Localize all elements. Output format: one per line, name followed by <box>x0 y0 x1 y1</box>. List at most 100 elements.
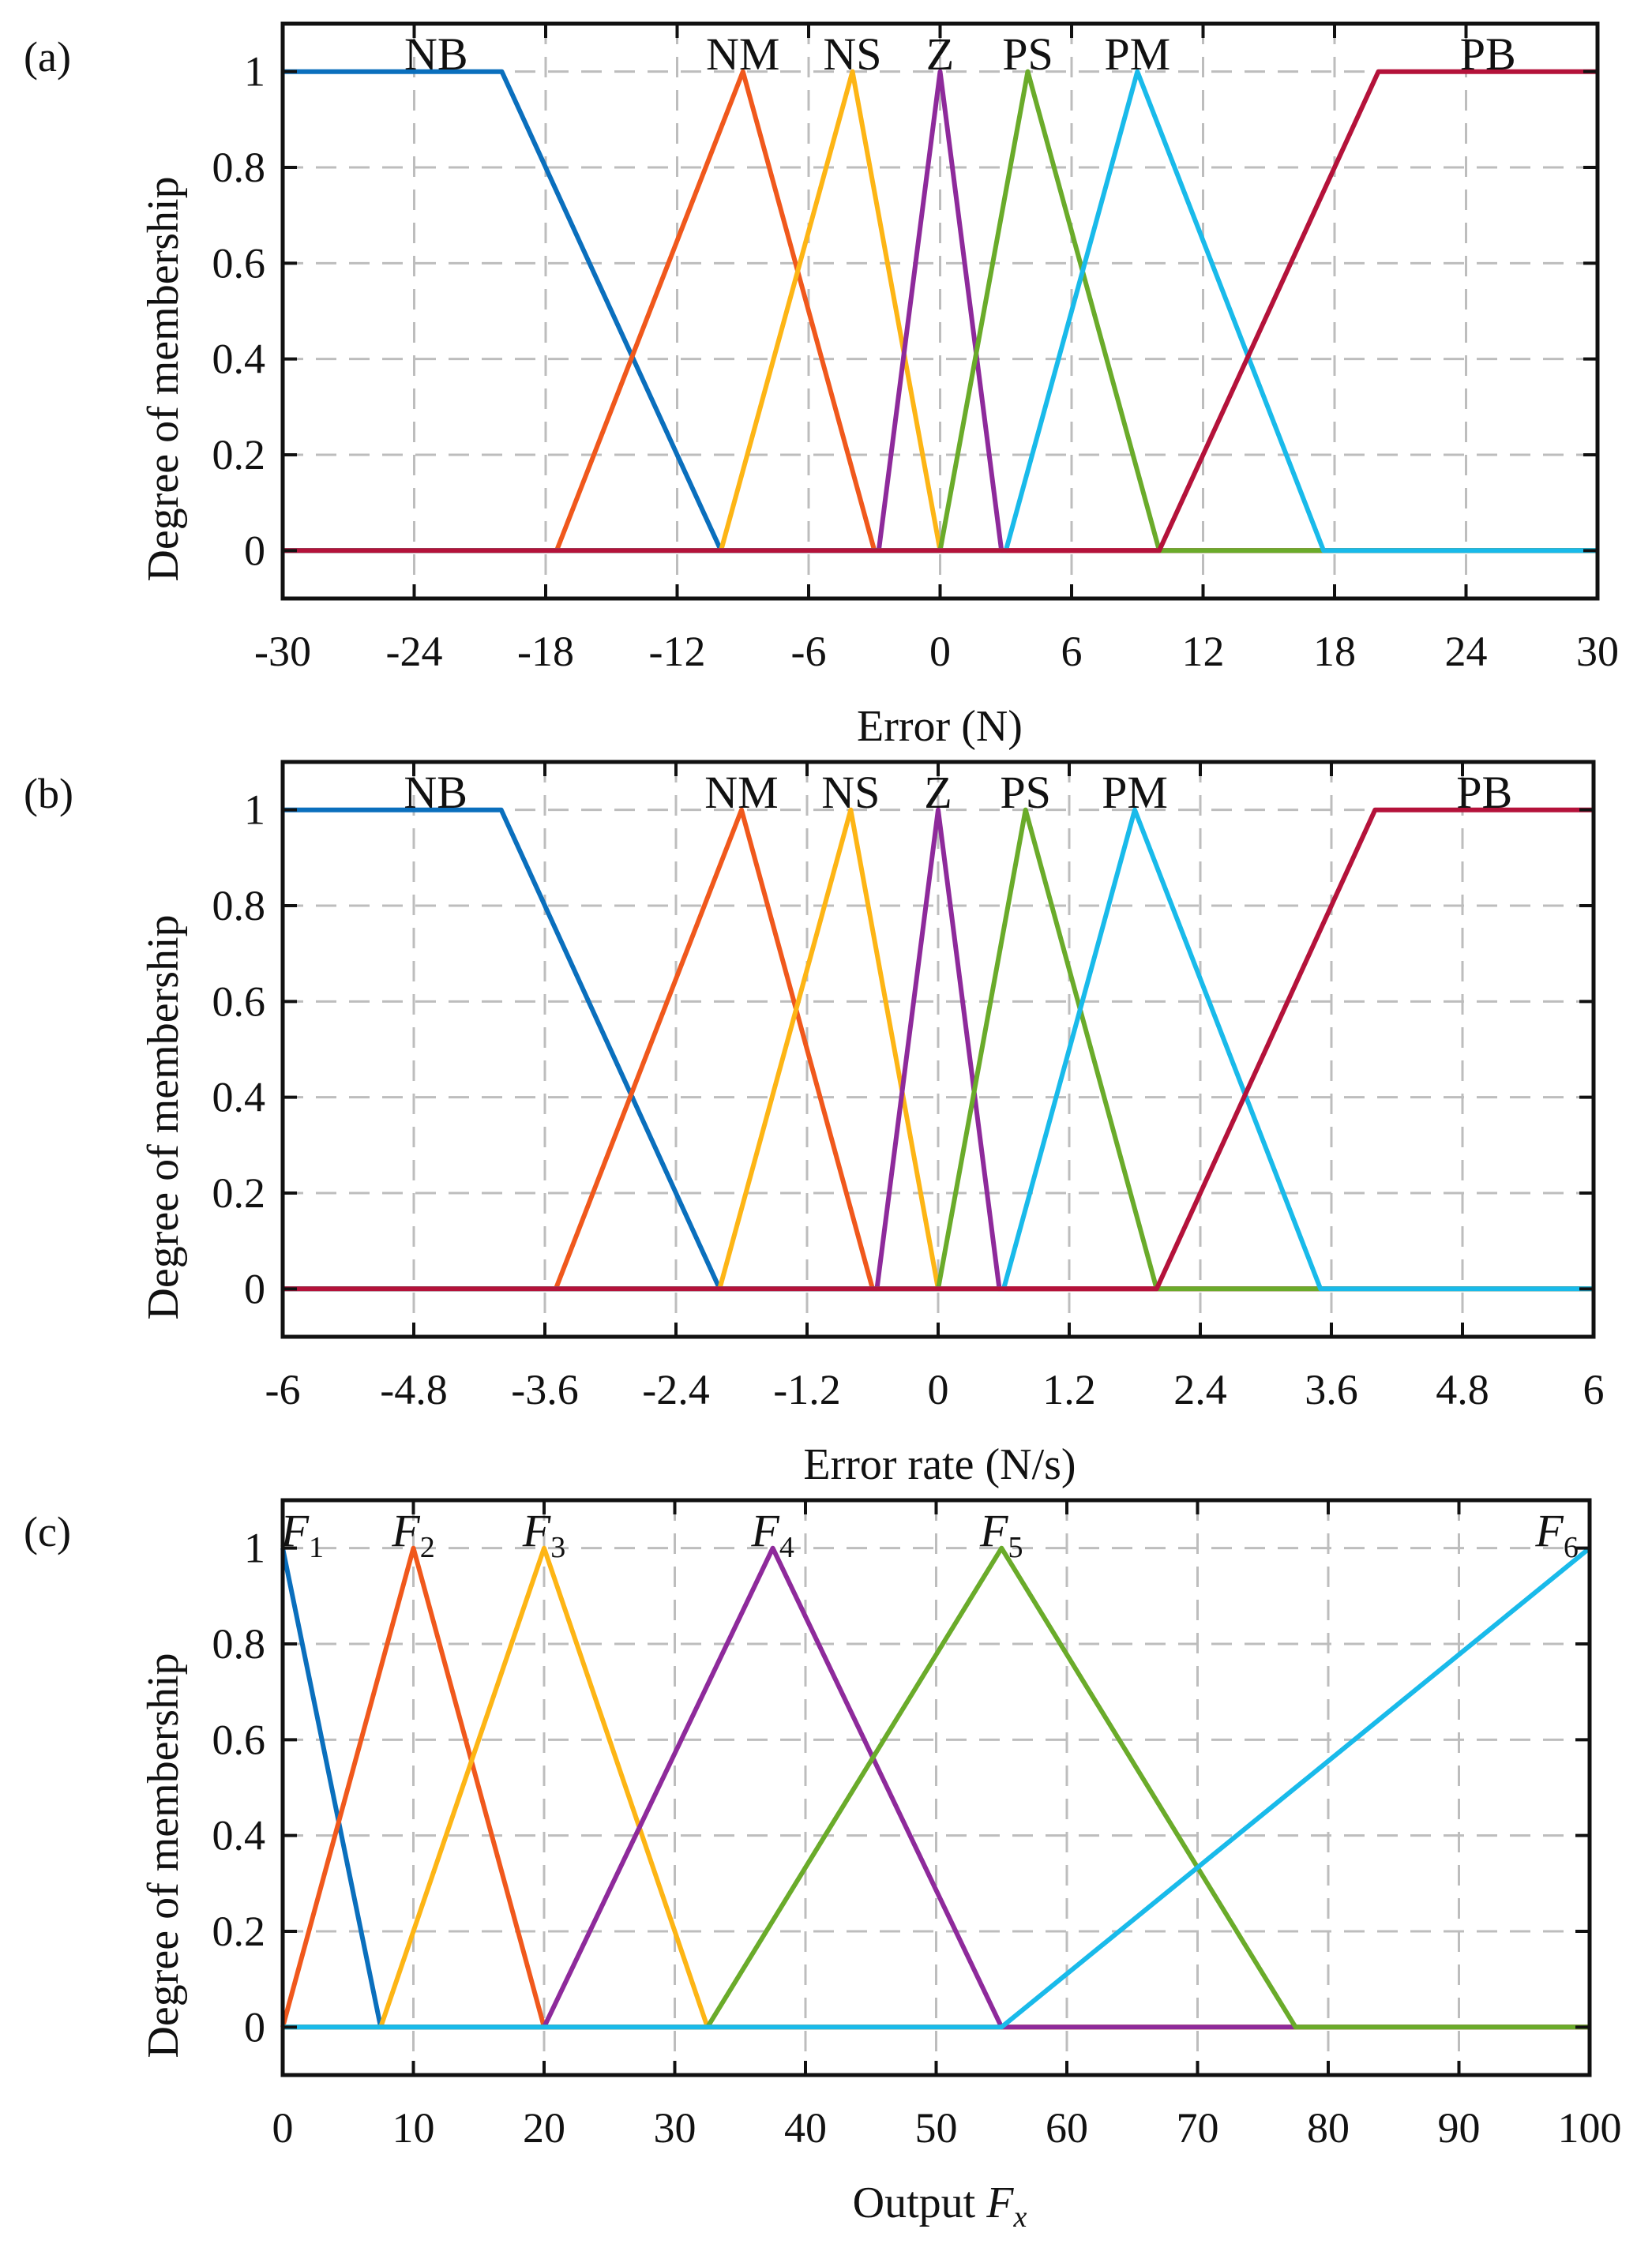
panel-c-mf-label-f1: F1 <box>280 1505 324 1564</box>
panel-c-lines <box>280 1545 1591 2030</box>
panel-b-label: (b) <box>24 770 73 817</box>
panel-a-lines <box>283 69 1598 553</box>
panel-c-mf-label-f5: F5 <box>979 1505 1023 1564</box>
panel-c-xtick-label: 0 <box>272 2104 294 2152</box>
panel-c-xtick-label: 50 <box>915 2104 958 2152</box>
panel-b-mf-label-pm: PM <box>1102 767 1168 818</box>
panel-c-xtick-label: 90 <box>1438 2104 1481 2152</box>
panel-b-xtick-label: -3.6 <box>511 1366 578 1413</box>
panel-c-xlabel: Output Fx <box>853 2178 1027 2234</box>
panel-a-mf-label-pb: PB <box>1460 28 1516 80</box>
panel-b-xlabel: Error rate (N/s) <box>803 1440 1076 1489</box>
panel-b-lines <box>283 807 1594 1292</box>
panel-b-xtick-label: 1.2 <box>1042 1366 1096 1413</box>
panel-c-ytick-label: 0.8 <box>212 1620 266 1668</box>
panel-a-ytick-label: 0.6 <box>212 239 266 287</box>
panel-b-mf-label-pb: PB <box>1456 767 1512 818</box>
panel-c-mf-label-f4: F4 <box>750 1505 794 1564</box>
panel-c-xtick-label: 20 <box>523 2104 565 2152</box>
panel-b-xtick-label: -4.8 <box>380 1366 447 1413</box>
panel-c-xtick-label: 30 <box>654 2104 696 2152</box>
panel-b: (b) Degree of membership NB NM NS Z PS PM PB 0… <box>24 760 1605 1489</box>
panel-a-ytick-label: 1 <box>244 48 265 96</box>
panel-a-xlabel: Error (N) <box>857 702 1023 751</box>
panel-a-ytick-label: 0.2 <box>212 431 266 478</box>
panel-a-xtick-label: -30 <box>254 628 311 675</box>
panel-a-mf-labels: NB NM NS Z PS PM PB <box>404 28 1516 80</box>
panel-a-mf-label-ps: PS <box>1002 28 1053 80</box>
panel-c-series-f6 <box>283 1546 1591 2030</box>
panel-c-mf-label-f2: F2 <box>391 1505 434 1564</box>
panel-b-mf-labels: NB NM NS Z PS PM PB <box>404 767 1512 818</box>
panel-c-xtick-label: 10 <box>392 2104 435 2152</box>
panel-b-mf-label-ps: PS <box>1000 767 1051 818</box>
panel-c-mf-label-f6: F6 <box>1534 1505 1578 1564</box>
panel-c-label: (c) <box>24 1508 71 1555</box>
panel-a-ytick-label: 0.4 <box>212 336 266 383</box>
panel-b-xtick-label: -1.2 <box>773 1366 840 1413</box>
panel-b-mf-label-ns: NS <box>821 767 880 818</box>
panel-a-xtick-label: 24 <box>1445 628 1488 675</box>
panel-a-series-pb <box>283 69 1598 553</box>
panel-a-xtick-label: 6 <box>1061 628 1083 675</box>
panel-b-mf-label-nm: NM <box>704 767 778 818</box>
panel-b-xtick-label: -2.4 <box>642 1366 709 1413</box>
panel-a-label: (a) <box>24 33 71 81</box>
panel-a-ytick-label: 0.8 <box>212 144 266 191</box>
panel-c-ylabel: Degree of membership <box>139 1653 188 2058</box>
panel-c-xtick-label: 100 <box>1558 2104 1622 2152</box>
panel-b-ylabel: Degree of membership <box>139 914 188 1319</box>
panel-c-ytick-label: 0.4 <box>212 1812 266 1859</box>
panel-b-xticks: -6 -4.8 -3.6 -2.4 -1.2 0 1.2 2.4 3.6 4.8 6 <box>265 762 1605 1413</box>
panel-c-ytick-label: 0.2 <box>212 1908 266 1955</box>
panel-b-xtick-label: 2.4 <box>1173 1366 1227 1413</box>
panel-a-mf-label-nm: NM <box>706 28 779 80</box>
panel-a-xtick-label: 12 <box>1182 628 1225 675</box>
panel-a-xtick-label: 0 <box>929 628 951 675</box>
panel-a-ytick-label: 0 <box>244 527 265 574</box>
panel-c-mf-labels: F1 F2 F3 F4 F5 F6 <box>280 1505 1579 1564</box>
panel-a-xticks: -30 -24 -18 -12 -6 0 6 12 18 24 30 <box>254 24 1619 675</box>
panel-a-grid <box>283 24 1598 599</box>
panel-b-xtick-label: -6 <box>265 1366 301 1413</box>
panel-c-ytick-label: 0.6 <box>212 1716 266 1763</box>
panel-c-xlabel-sub: x <box>1012 2201 1027 2234</box>
panel-b-xtick-label: 6 <box>1583 1366 1605 1413</box>
panel-c: (c) Degree of membership F1 F2 F3 F4 F5 F6 00… <box>24 1498 1622 2234</box>
panel-c-xlabel-var: F <box>986 2178 1014 2227</box>
panel-b-series-pb <box>283 807 1594 1292</box>
panel-a: (a) Degree of membership NB NM NS Z PS PM PB 0… <box>24 21 1619 751</box>
panel-c-xtick-label: 70 <box>1177 2104 1219 2152</box>
panel-c-ytick-label: 1 <box>244 1525 265 1572</box>
panel-c-xtick-label: 40 <box>784 2104 827 2152</box>
panel-b-ytick-label: 0.2 <box>212 1169 266 1217</box>
panel-b-ytick-label: 1 <box>244 786 265 834</box>
panel-a-ylabel: Degree of membership <box>139 176 188 581</box>
panel-b-ytick-label: 0 <box>244 1265 265 1312</box>
panel-b-xtick-label: 4.8 <box>1436 1366 1489 1413</box>
panel-a-mf-label-ns: NS <box>823 28 881 80</box>
panel-a-xtick-label: 30 <box>1576 628 1619 675</box>
panel-b-grid <box>283 762 1594 1337</box>
panel-a-xtick-label: -18 <box>517 628 574 675</box>
panel-b-ytick-label: 0.8 <box>212 882 266 929</box>
panel-a-mf-label-pm: PM <box>1104 28 1170 80</box>
panel-b-yticks: 0 0.2 0.4 0.6 0.8 1 <box>212 786 1594 1312</box>
panel-c-yticks: 0 0.2 0.4 0.6 0.8 1 <box>212 1525 1590 2051</box>
panel-b-ytick-label: 0.4 <box>212 1074 266 1121</box>
panel-a-xtick-label: -24 <box>386 628 443 675</box>
panel-c-mf-label-f3: F3 <box>522 1505 565 1564</box>
panel-a-xtick-label: -12 <box>649 628 706 675</box>
panel-a-xtick-label: 18 <box>1313 628 1356 675</box>
panel-c-ytick-label: 0 <box>244 2003 265 2051</box>
panel-c-xlabel-main: Output <box>853 2178 987 2227</box>
panel-c-xtick-label: 80 <box>1307 2104 1350 2152</box>
panel-c-xtick-label: 60 <box>1046 2104 1088 2152</box>
panel-a-yticks: 0 0.2 0.4 0.6 0.8 1 <box>212 48 1598 574</box>
panel-b-ytick-label: 0.6 <box>212 978 266 1025</box>
panel-b-xtick-label: 0 <box>928 1366 949 1413</box>
panel-a-xtick-label: -6 <box>791 628 827 675</box>
panel-c-xticks: 0 10 20 30 40 50 60 70 80 90 100 <box>272 1500 1622 2152</box>
panel-b-xtick-label: 3.6 <box>1305 1366 1358 1413</box>
